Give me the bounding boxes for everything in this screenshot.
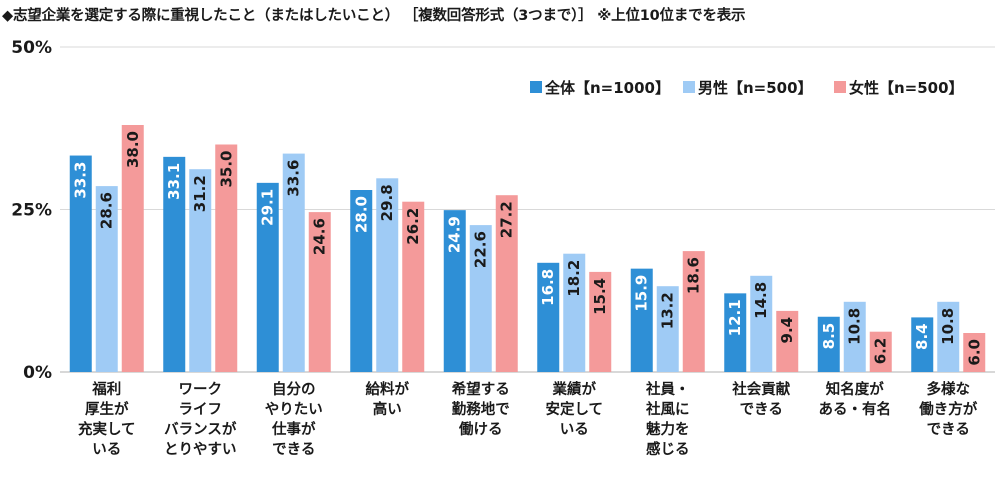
- bar: [256, 182, 279, 372]
- data-label: 31.2: [191, 175, 209, 212]
- bar: [682, 251, 705, 372]
- data-label: 29.1: [259, 189, 277, 226]
- data-label: 6.0: [965, 339, 983, 366]
- data-label: 15.4: [591, 278, 609, 315]
- bar: [376, 178, 399, 372]
- category-label: 給料が高い: [366, 380, 410, 418]
- y-tick-label: 50%: [11, 38, 52, 58]
- bar: [443, 210, 466, 372]
- bar: [537, 262, 560, 372]
- bar: [69, 155, 92, 372]
- bar: [95, 186, 118, 372]
- category-label: ワークライフバランスがとりやすい: [164, 381, 237, 458]
- y-tick-label: 25%: [11, 201, 52, 221]
- data-label: 35.0: [217, 151, 235, 188]
- bar: [963, 333, 986, 372]
- data-label: 10.8: [939, 308, 957, 345]
- category-label: 福利厚生が充実している: [78, 380, 136, 458]
- data-label: 24.9: [446, 216, 464, 253]
- data-label: 8.4: [913, 323, 931, 350]
- category-label: 自分のやりたい仕事ができる: [265, 380, 323, 458]
- bar: [350, 190, 373, 372]
- bar: [282, 153, 305, 372]
- bar: [563, 253, 586, 372]
- data-label: 33.1: [165, 163, 183, 200]
- data-label: 16.8: [539, 269, 557, 306]
- data-label: 15.9: [633, 275, 651, 312]
- bar: [215, 144, 238, 372]
- legend-label: 全体【n=1000】: [544, 79, 670, 97]
- category-label: 希望する勤務地で働ける: [452, 380, 510, 438]
- bar: [589, 271, 612, 372]
- bar: [817, 316, 840, 372]
- bar: [121, 125, 144, 372]
- category-label: 知名度がある・有名: [819, 380, 892, 418]
- bar: [308, 212, 331, 372]
- legend-swatch: [530, 81, 542, 93]
- data-label: 18.6: [685, 257, 703, 294]
- data-label: 26.2: [404, 208, 422, 245]
- chart-title: ◆志望企業を選定する際に重視したこと（またはしたいこと） ［複数回答形式（3つま…: [2, 8, 746, 24]
- legend-label: 女性【n=500】: [849, 79, 964, 97]
- bar: [495, 195, 518, 372]
- bar: [656, 286, 679, 372]
- bar: [402, 201, 425, 372]
- data-label: 33.6: [285, 160, 303, 197]
- data-label: 18.2: [565, 260, 583, 297]
- bar: [630, 268, 653, 372]
- data-label: 8.5: [820, 323, 838, 350]
- data-label: 10.8: [846, 308, 864, 345]
- bar: [937, 301, 960, 372]
- data-label: 12.1: [726, 299, 744, 336]
- legend-label: 男性【n=500】: [698, 79, 813, 97]
- data-label: 28.0: [352, 196, 370, 233]
- bar: [843, 301, 866, 372]
- data-label: 6.2: [872, 338, 890, 365]
- data-label: 9.4: [778, 317, 796, 344]
- bar: [750, 275, 773, 372]
- bar: [469, 225, 492, 372]
- legend-swatch: [834, 81, 846, 93]
- data-label: 33.3: [72, 162, 90, 199]
- bar: [869, 331, 892, 372]
- bar: [163, 156, 186, 372]
- data-label: 13.2: [659, 292, 677, 329]
- data-label: 14.8: [752, 282, 770, 319]
- category-label: 業績が安定している: [545, 380, 603, 438]
- category-label: 多様な働き方ができる: [918, 380, 977, 438]
- data-label: 27.2: [498, 201, 516, 238]
- data-label: 24.6: [311, 218, 329, 255]
- bar: [189, 169, 212, 372]
- legend-swatch: [683, 81, 695, 93]
- data-label: 28.6: [98, 192, 116, 229]
- data-label: 38.0: [124, 131, 142, 168]
- bar: [776, 310, 799, 372]
- bar: [911, 317, 934, 372]
- category-label: 社員・社風に魅力を感じる: [645, 380, 690, 458]
- bar: [724, 293, 747, 372]
- data-label: 29.8: [378, 184, 396, 221]
- category-label: 社会貢献できる: [731, 380, 790, 418]
- y-tick-label: 0%: [23, 363, 52, 383]
- data-label: 22.6: [472, 231, 490, 268]
